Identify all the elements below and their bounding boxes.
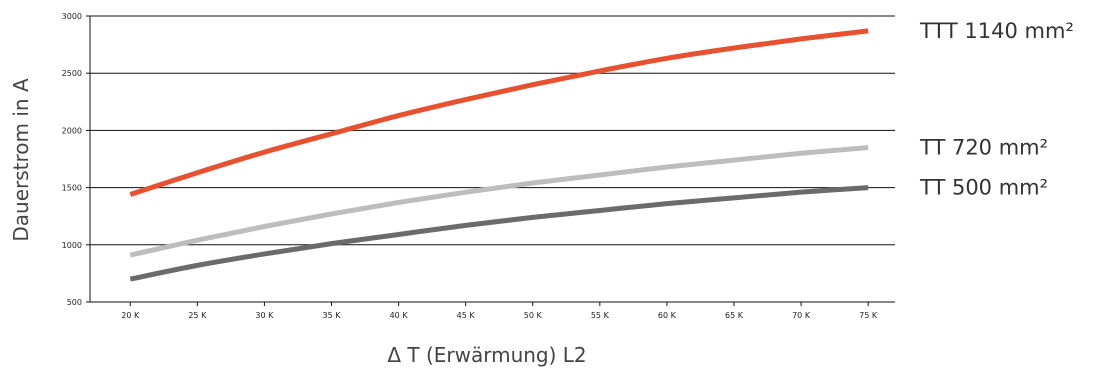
legend-label-tt-720-mm: TT 720 mm² <box>919 136 1048 160</box>
x-tick-label: 40 K <box>390 311 409 320</box>
x-axis-title: Δ T (Erwärmung) L2 <box>387 343 586 367</box>
y-tick-label: 2000 <box>62 126 82 135</box>
x-tick-label: 50 K <box>524 311 543 320</box>
x-tick-label: 25 K <box>188 311 207 320</box>
legend-label-tt-500-mm: TT 500 mm² <box>919 176 1048 200</box>
y-axis-title: Dauerstrom in A <box>9 78 33 242</box>
x-tick-label: 75 K <box>859 311 878 320</box>
y-tick-label: 500 <box>67 298 82 307</box>
x-tick-label: 70 K <box>792 311 811 320</box>
series-lines <box>129 28 869 282</box>
y-axis-ticks: 500 1000 1500 2000 2500 3000 <box>62 12 90 307</box>
axes <box>89 16 895 303</box>
x-tick-label: 35 K <box>323 311 342 320</box>
series-line-tt-720-mm <box>129 145 869 258</box>
x-axis-ticks: 20 K 25 K 30 K 35 K 40 K 45 K 50 K 55 K 60 K 65 K… <box>121 302 878 320</box>
y-tick-label: 1000 <box>62 241 82 250</box>
x-tick-label: 45 K <box>457 311 476 320</box>
x-tick-label: 30 K <box>255 311 274 320</box>
y-tick-label: 2500 <box>62 69 82 78</box>
y-tick-label: 3000 <box>62 12 82 21</box>
legend-label-ttt-1140-mm: TTT 1140 mm² <box>919 19 1074 43</box>
x-tick-label: 60 K <box>658 311 677 320</box>
series-line-tt-500-mm <box>129 185 869 282</box>
series-line-ttt-1140-mm <box>129 28 869 197</box>
y-tick-label: 1500 <box>62 184 82 193</box>
x-tick-label: 55 K <box>591 311 610 320</box>
grid-lines <box>90 15 895 246</box>
x-tick-label: 20 K <box>121 311 140 320</box>
legend: TTT 1140 mm² TT 720 mm² TT 500 mm² <box>919 19 1074 200</box>
x-tick-label: 65 K <box>725 311 744 320</box>
